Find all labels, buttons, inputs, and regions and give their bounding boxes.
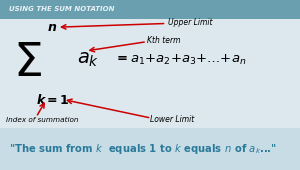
Bar [0, 0, 300, 19]
Text: $\boldsymbol{n}$: $\boldsymbol{n}$ [47, 21, 58, 34]
Text: USING THE SUM NOTATION: USING THE SUM NOTATION [9, 6, 115, 12]
Text: Index of summation: Index of summation [6, 117, 79, 123]
Text: Upper Limit: Upper Limit [168, 19, 212, 27]
Text: Kth term: Kth term [147, 36, 181, 45]
Text: $\boldsymbol{k=1}$: $\boldsymbol{k=1}$ [36, 93, 69, 107]
Bar [0, 128, 300, 170]
Text: Lower Limit: Lower Limit [150, 115, 194, 124]
Text: "The sum from $\it{k}$  equals 1 to $\it{k}$ equals $\it{n}$ of $\it{a_k}$...": "The sum from $\it{k}$ equals 1 to $\it{… [9, 142, 277, 156]
Text: $\boldsymbol{a_k}$: $\boldsymbol{a_k}$ [77, 50, 100, 69]
Text: $\Sigma$: $\Sigma$ [13, 41, 41, 86]
Text: $\boldsymbol{= a_1 {+} a_2 {+} a_3 {+} {\ldots} {+} a_n}$: $\boldsymbol{= a_1 {+} a_2 {+} a_3 {+} {… [114, 53, 246, 66]
